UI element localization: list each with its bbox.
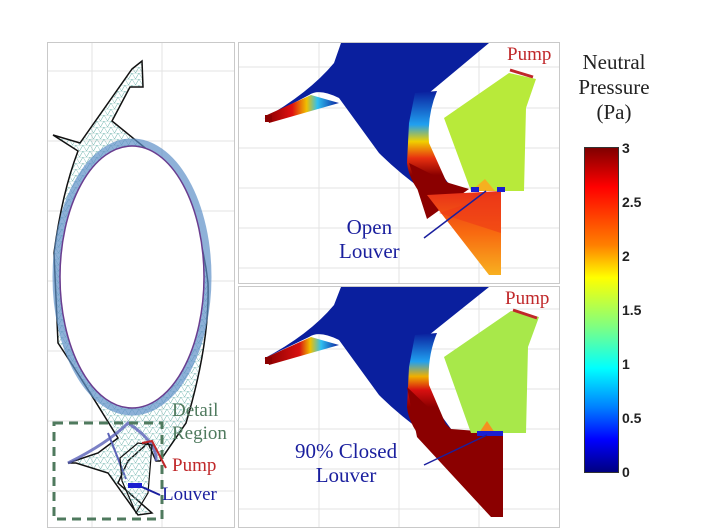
tick-3: 3 <box>622 140 630 156</box>
closed-louver-blade <box>477 431 503 436</box>
high-pressure-channel <box>409 163 469 219</box>
louver-pointer <box>423 190 487 239</box>
pump-label-closed: Pump <box>505 288 550 309</box>
inner-leg-tip <box>265 115 272 122</box>
louver-pointer <box>423 434 488 466</box>
pump-line <box>509 68 534 79</box>
annotation-line2: Louver <box>315 463 377 488</box>
detail-region-box <box>52 421 164 521</box>
open-louver-panel: Pump Open Louver <box>238 42 560 284</box>
inner-divertor-leg <box>267 337 339 365</box>
colorbar-title: Neutral Pressure (Pa) <box>564 50 664 126</box>
detail-label-line2: Region <box>172 422 227 444</box>
colorbar-title-line1: Neutral <box>582 50 646 74</box>
plasma-sol-band <box>52 138 212 416</box>
tick-0-5: 0.5 <box>622 410 642 426</box>
overview-panel: Detail Region Pump Louver <box>47 42 235 528</box>
open-louver-annotation: Open Louver <box>339 216 400 262</box>
tick-1: 1 <box>622 356 630 372</box>
pump-indicator <box>141 439 167 469</box>
closed-louver-annotation: 90% Closed Louver <box>295 440 397 486</box>
open-louver-pressure-map <box>239 43 559 283</box>
annotation-line1: Open <box>346 215 393 239</box>
separatrix <box>59 145 205 409</box>
louver-pointer <box>141 486 161 496</box>
annotation-line2: Louver <box>339 239 400 264</box>
colorbar-title-line2: Pressure <box>578 75 650 100</box>
colorbar-gradient <box>584 147 619 473</box>
detail-label-line1: Detail <box>172 400 219 421</box>
tick-2: 2 <box>622 248 630 264</box>
pump-plenum-region <box>444 73 536 191</box>
blue-low-pressure-region <box>263 43 489 193</box>
colorbar-title-line3: (Pa) <box>596 100 632 125</box>
louver-gap-flow <box>479 421 495 433</box>
divertor-legs <box>67 421 158 465</box>
inner-leg-tip <box>265 357 272 364</box>
annotation-line1: 90% Closed <box>295 439 398 463</box>
pump-plenum <box>119 442 153 515</box>
louver-blade-right <box>497 187 505 192</box>
blue-low-pressure-region <box>263 287 489 435</box>
high-pressure-region <box>407 387 503 517</box>
pump-line <box>512 308 538 320</box>
louver-marker <box>128 483 142 488</box>
pump-label-overview: Pump <box>172 455 217 476</box>
tick-0: 0 <box>622 464 630 480</box>
closed-louver-pressure-map <box>239 287 559 527</box>
tick-1-5: 1.5 <box>622 302 642 318</box>
pump-label-open: Pump <box>507 44 552 65</box>
louver-label-overview: Louver <box>162 484 217 505</box>
inner-divertor-leg <box>267 95 339 123</box>
louver-blade-left <box>471 187 479 192</box>
closed-louver-panel: Pump 90% Closed Louver <box>238 286 560 528</box>
detail-region-label: Detail Region <box>172 401 227 444</box>
chamber-hot-zone <box>439 193 501 233</box>
tokamak-mesh-plot <box>48 43 234 527</box>
tick-2-5: 2.5 <box>622 194 642 210</box>
pump-plenum-region <box>444 311 539 433</box>
